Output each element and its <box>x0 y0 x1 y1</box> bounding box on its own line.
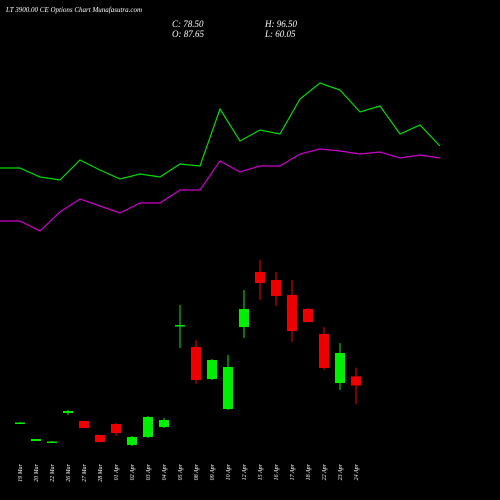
candle-body <box>271 280 281 296</box>
candle-body <box>303 309 313 322</box>
indicator-line <box>0 148 441 232</box>
x-tick-label: 12 Apr <box>242 463 248 480</box>
candle-body <box>207 360 217 379</box>
x-tick-label: 05 Apr <box>178 463 184 480</box>
candle-body <box>127 437 137 445</box>
candle-body <box>63 411 73 413</box>
x-tick-label: 10 Apr <box>226 463 232 480</box>
x-tick-label: 24 Apr <box>353 463 360 480</box>
candle-body <box>175 325 185 327</box>
candle-body <box>319 334 329 368</box>
candle-body <box>31 439 41 441</box>
x-tick-label: 28 Mar <box>98 463 104 481</box>
candle-body <box>111 424 121 433</box>
x-tick-label: 22 Mar <box>50 463 56 481</box>
candle-body <box>95 435 105 442</box>
candle-body <box>143 417 153 437</box>
candle-body <box>223 367 233 409</box>
candle-body <box>255 272 265 283</box>
x-tick-label: 15 Apr <box>258 463 264 480</box>
candle-body <box>47 441 57 443</box>
candle-body <box>287 295 297 331</box>
x-tick-label: 02 Apr <box>130 463 136 480</box>
high-label: H: 96.50 <box>264 19 297 29</box>
candle-body <box>15 422 25 424</box>
chart-title: LT 3900.00 CE Options Chart Munafasutra.… <box>5 6 142 14</box>
x-tick-label: 04 Apr <box>161 463 168 480</box>
x-tick-label: 20 Mar <box>34 463 40 481</box>
x-tick-label: 19 Mar <box>18 463 24 481</box>
x-tick-label: 22 Apr <box>322 463 328 480</box>
x-tick-label: 16 Apr <box>274 463 280 480</box>
close-label: C: 78.50 <box>172 19 204 29</box>
x-tick-label: 18 Apr <box>306 463 312 480</box>
candle-body <box>239 309 249 327</box>
candle-body <box>159 420 169 427</box>
x-tick-label: 27 Mar <box>82 463 88 481</box>
x-tick-label: 01 Apr <box>114 463 120 480</box>
candle-body <box>351 376 361 386</box>
candle-body <box>79 421 89 428</box>
x-tick-label: 08 Apr <box>194 463 200 480</box>
x-tick-label: 03 Apr <box>146 463 152 480</box>
x-tick-label: 23 Apr <box>338 463 344 480</box>
candle-body <box>335 353 345 383</box>
open-label: O: 87.65 <box>172 29 204 39</box>
x-tick-label: 26 Mar <box>66 463 72 481</box>
low-label: L: 60.05 <box>264 29 296 39</box>
x-tick-label: 17 Apr <box>290 463 296 480</box>
indicator-line <box>0 82 441 181</box>
x-tick-label: 09 Apr <box>210 463 216 480</box>
candle-body <box>191 347 201 380</box>
